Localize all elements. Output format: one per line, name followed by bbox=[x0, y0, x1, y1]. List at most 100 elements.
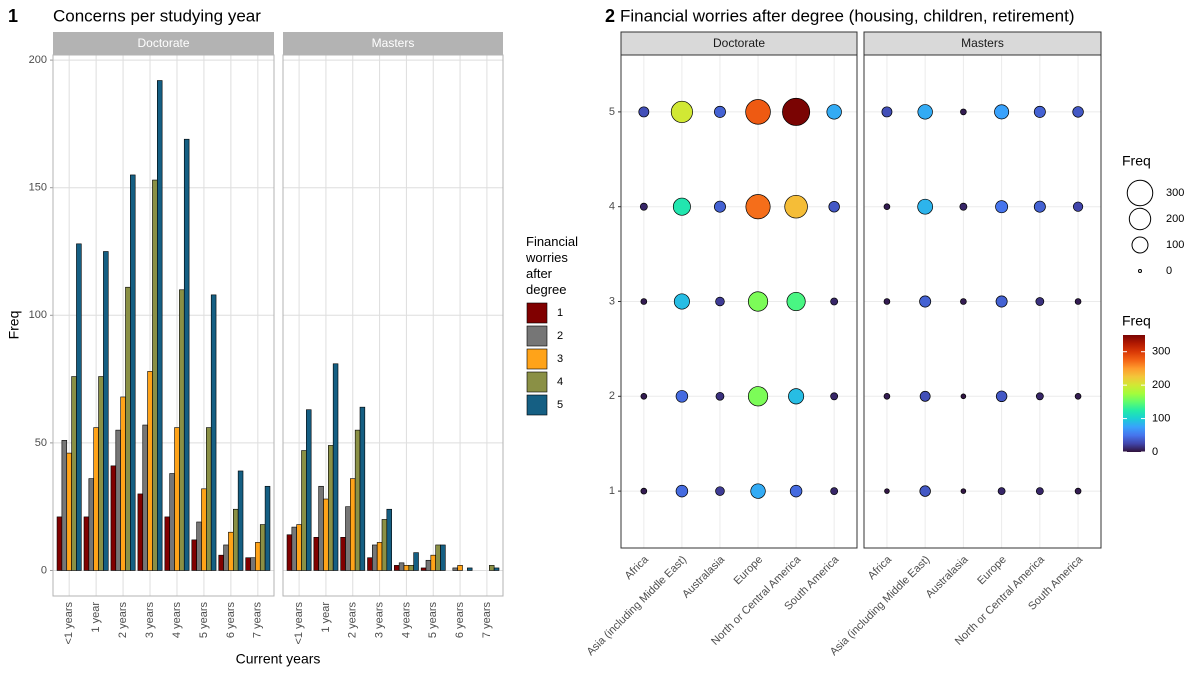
x-tick-label: <1 years bbox=[293, 602, 305, 645]
y-tick-label: 5 bbox=[609, 106, 615, 118]
bar bbox=[237, 470, 244, 571]
bubble bbox=[788, 388, 805, 405]
x-tick-label: 7 years bbox=[481, 602, 493, 639]
legend-bubble bbox=[1138, 269, 1142, 273]
bar bbox=[103, 251, 109, 571]
bar bbox=[457, 565, 463, 571]
bar bbox=[179, 289, 185, 571]
bar bbox=[376, 542, 383, 571]
bar bbox=[71, 376, 77, 571]
bar bbox=[359, 406, 366, 571]
legend-label: 200 bbox=[1166, 213, 1184, 225]
legend-label: 200 bbox=[1152, 379, 1170, 391]
bubble bbox=[1072, 106, 1084, 118]
bar bbox=[174, 427, 180, 571]
bar bbox=[354, 429, 361, 571]
panel-tag: 1 bbox=[8, 6, 18, 26]
bar bbox=[413, 552, 419, 571]
bar bbox=[430, 554, 436, 571]
bubble bbox=[638, 106, 650, 118]
bar bbox=[435, 544, 441, 571]
bar bbox=[340, 537, 346, 571]
bar bbox=[452, 567, 458, 571]
bar bbox=[147, 371, 153, 571]
x-tick-label: 2 years bbox=[347, 602, 359, 639]
bubble bbox=[830, 392, 839, 401]
bubble bbox=[995, 295, 1008, 308]
x-tick-label: 5 years bbox=[198, 602, 210, 639]
bar bbox=[183, 138, 190, 571]
bar bbox=[93, 427, 99, 571]
legend-title: Financial worries after degree bbox=[526, 234, 579, 297]
chart-title: Concerns per studying year bbox=[53, 6, 261, 25]
x-axis-label: Current years bbox=[236, 651, 321, 667]
bar bbox=[328, 445, 334, 571]
legend-label: 100 bbox=[1152, 412, 1170, 424]
bubble bbox=[789, 484, 803, 498]
bar bbox=[489, 565, 495, 571]
bubble bbox=[826, 104, 842, 120]
bubble bbox=[715, 296, 725, 307]
bar bbox=[206, 427, 212, 571]
bar bbox=[98, 376, 104, 571]
bubble bbox=[995, 390, 1008, 403]
legend-label: 0 bbox=[1166, 265, 1172, 277]
bubble bbox=[675, 390, 689, 403]
bubble bbox=[960, 393, 967, 400]
bubble bbox=[881, 106, 893, 118]
bar bbox=[301, 450, 307, 571]
x-tick-label: Australasia bbox=[680, 553, 728, 601]
bubble bbox=[1072, 201, 1084, 212]
bar bbox=[233, 508, 239, 571]
bar bbox=[142, 424, 148, 571]
panel-border bbox=[52, 54, 275, 597]
legend-label: 300 bbox=[1166, 187, 1184, 199]
y-tick-label: 150 bbox=[29, 182, 47, 194]
bar bbox=[88, 478, 94, 571]
bar bbox=[250, 557, 256, 571]
bar bbox=[394, 565, 400, 571]
bar bbox=[201, 488, 207, 571]
bar bbox=[115, 429, 121, 571]
legend-label: 300 bbox=[1152, 346, 1170, 358]
bubble bbox=[883, 393, 891, 400]
bar bbox=[386, 508, 392, 571]
bar bbox=[467, 567, 473, 571]
legend-label: 1 bbox=[557, 307, 563, 319]
strip bbox=[53, 32, 274, 55]
legend-bubble bbox=[1126, 179, 1154, 207]
y-tick-label: 4 bbox=[609, 201, 615, 213]
bubble bbox=[995, 200, 1009, 214]
bar bbox=[169, 473, 175, 571]
bubble bbox=[639, 202, 648, 211]
bubble bbox=[673, 293, 690, 310]
strip-label: Masters bbox=[961, 36, 1004, 50]
bar bbox=[264, 485, 271, 571]
panel-border bbox=[282, 54, 504, 597]
bar bbox=[56, 516, 63, 571]
x-tick-label: 3 years bbox=[373, 602, 385, 639]
bubble bbox=[747, 386, 769, 407]
bar bbox=[164, 516, 170, 571]
bar bbox=[259, 524, 266, 571]
bubble bbox=[675, 484, 689, 498]
y-tick-label: 1 bbox=[609, 485, 615, 497]
bubble bbox=[919, 295, 932, 308]
bubble bbox=[786, 291, 806, 312]
bar bbox=[306, 409, 312, 571]
bar bbox=[367, 557, 373, 571]
y-tick-label: 100 bbox=[29, 309, 47, 321]
bar bbox=[350, 478, 356, 571]
bubble bbox=[1035, 392, 1044, 401]
bubble bbox=[782, 97, 811, 126]
bar bbox=[152, 179, 158, 571]
bar bbox=[318, 485, 324, 571]
legend-key bbox=[526, 371, 548, 393]
bubble bbox=[640, 487, 648, 495]
bubble bbox=[1074, 487, 1082, 495]
panel-tag: 2 bbox=[605, 6, 615, 26]
bar bbox=[61, 440, 68, 571]
bar bbox=[191, 539, 197, 571]
x-tick-label: 2 years bbox=[117, 602, 129, 639]
bubble bbox=[750, 483, 766, 499]
